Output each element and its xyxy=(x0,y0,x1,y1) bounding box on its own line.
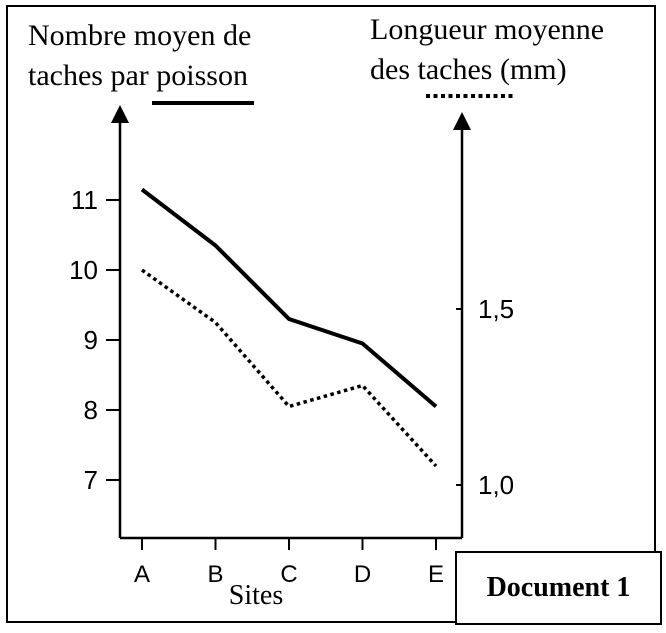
figure-frame xyxy=(6,5,656,623)
left-axis-arrow xyxy=(111,105,129,123)
series-line-solid xyxy=(140,187,438,409)
x-axis-label: Sites xyxy=(229,580,283,611)
x-tick-label: A xyxy=(134,561,150,588)
left-tick-label: 8 xyxy=(84,395,98,425)
right-tick-label: 1,5 xyxy=(478,294,514,324)
document-label: Document 1 xyxy=(455,551,662,625)
left-axis-title: Nombre moyen de taches par poisson xyxy=(28,19,252,92)
x-tick-label: B xyxy=(207,561,223,588)
x-tick-label: C xyxy=(280,561,297,588)
left-tick-label: 7 xyxy=(84,465,98,495)
left-tick-label: 10 xyxy=(69,255,98,285)
series xyxy=(140,187,438,468)
x-tick-label: D xyxy=(354,561,371,588)
left-tick-label: 11 xyxy=(71,185,98,215)
left-tick-label: 9 xyxy=(84,325,98,355)
ticks: 7 8 9 10 11 1,0 1,5 A B C D E xyxy=(69,185,514,588)
right-tick-label: 1,0 xyxy=(478,470,514,500)
right-axis-title: Longueur moyenne des taches (mm) xyxy=(370,13,605,86)
legend xyxy=(152,94,513,105)
x-tick-label: E xyxy=(428,561,444,588)
axes xyxy=(111,105,471,540)
right-axis-arrow xyxy=(453,112,471,130)
